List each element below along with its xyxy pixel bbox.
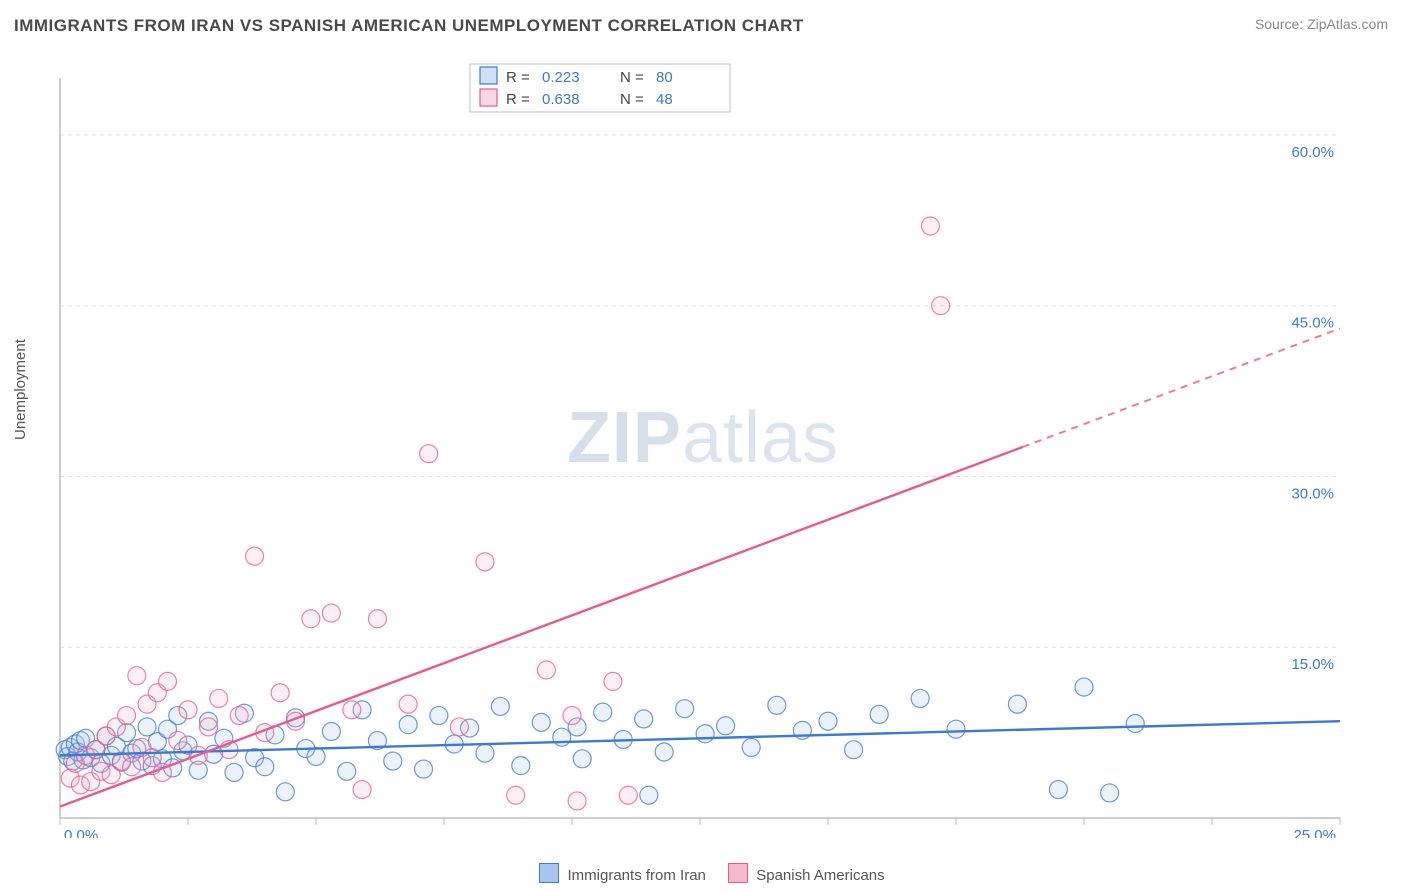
svg-text:N =: N = <box>620 91 644 108</box>
legend-swatch-spanish <box>728 863 748 883</box>
svg-text:R =: R = <box>506 91 530 108</box>
legend-label-iran: Immigrants from Iran <box>568 867 706 884</box>
svg-text:R =: R = <box>506 69 530 86</box>
svg-text:0.638: 0.638 <box>542 91 580 108</box>
svg-text:0.0%: 0.0% <box>64 827 98 838</box>
chart-container: IMMIGRANTS FROM IRAN VS SPANISH AMERICAN… <box>0 0 1406 892</box>
source-value: ZipAtlas.com <box>1307 16 1388 32</box>
svg-text:80: 80 <box>656 69 673 86</box>
source-label: Source: <box>1255 16 1307 32</box>
svg-text:25.0%: 25.0% <box>1293 827 1336 838</box>
svg-text:30.0%: 30.0% <box>1291 485 1334 502</box>
svg-text:15.0%: 15.0% <box>1291 656 1334 673</box>
svg-text:0.223: 0.223 <box>542 69 580 86</box>
source-attribution: Source: ZipAtlas.com <box>1255 16 1388 32</box>
svg-text:48: 48 <box>656 91 673 108</box>
y-axis-label: Unemployment <box>12 339 29 440</box>
bottom-legend: Immigrants from Iran Spanish Americans <box>0 863 1406 884</box>
legend-label-spanish: Spanish Americans <box>756 867 884 884</box>
chart-title: IMMIGRANTS FROM IRAN VS SPANISH AMERICAN… <box>14 16 804 36</box>
svg-text:45.0%: 45.0% <box>1291 315 1334 332</box>
scatter-chart: 0.0% 25.0% 15.0% 30.0% 45.0% 60.0% R = 0.223 N =… <box>50 58 1350 838</box>
svg-text:60.0%: 60.0% <box>1291 144 1334 161</box>
legend-swatch-iran <box>539 863 559 883</box>
svg-text:N =: N = <box>620 69 644 86</box>
